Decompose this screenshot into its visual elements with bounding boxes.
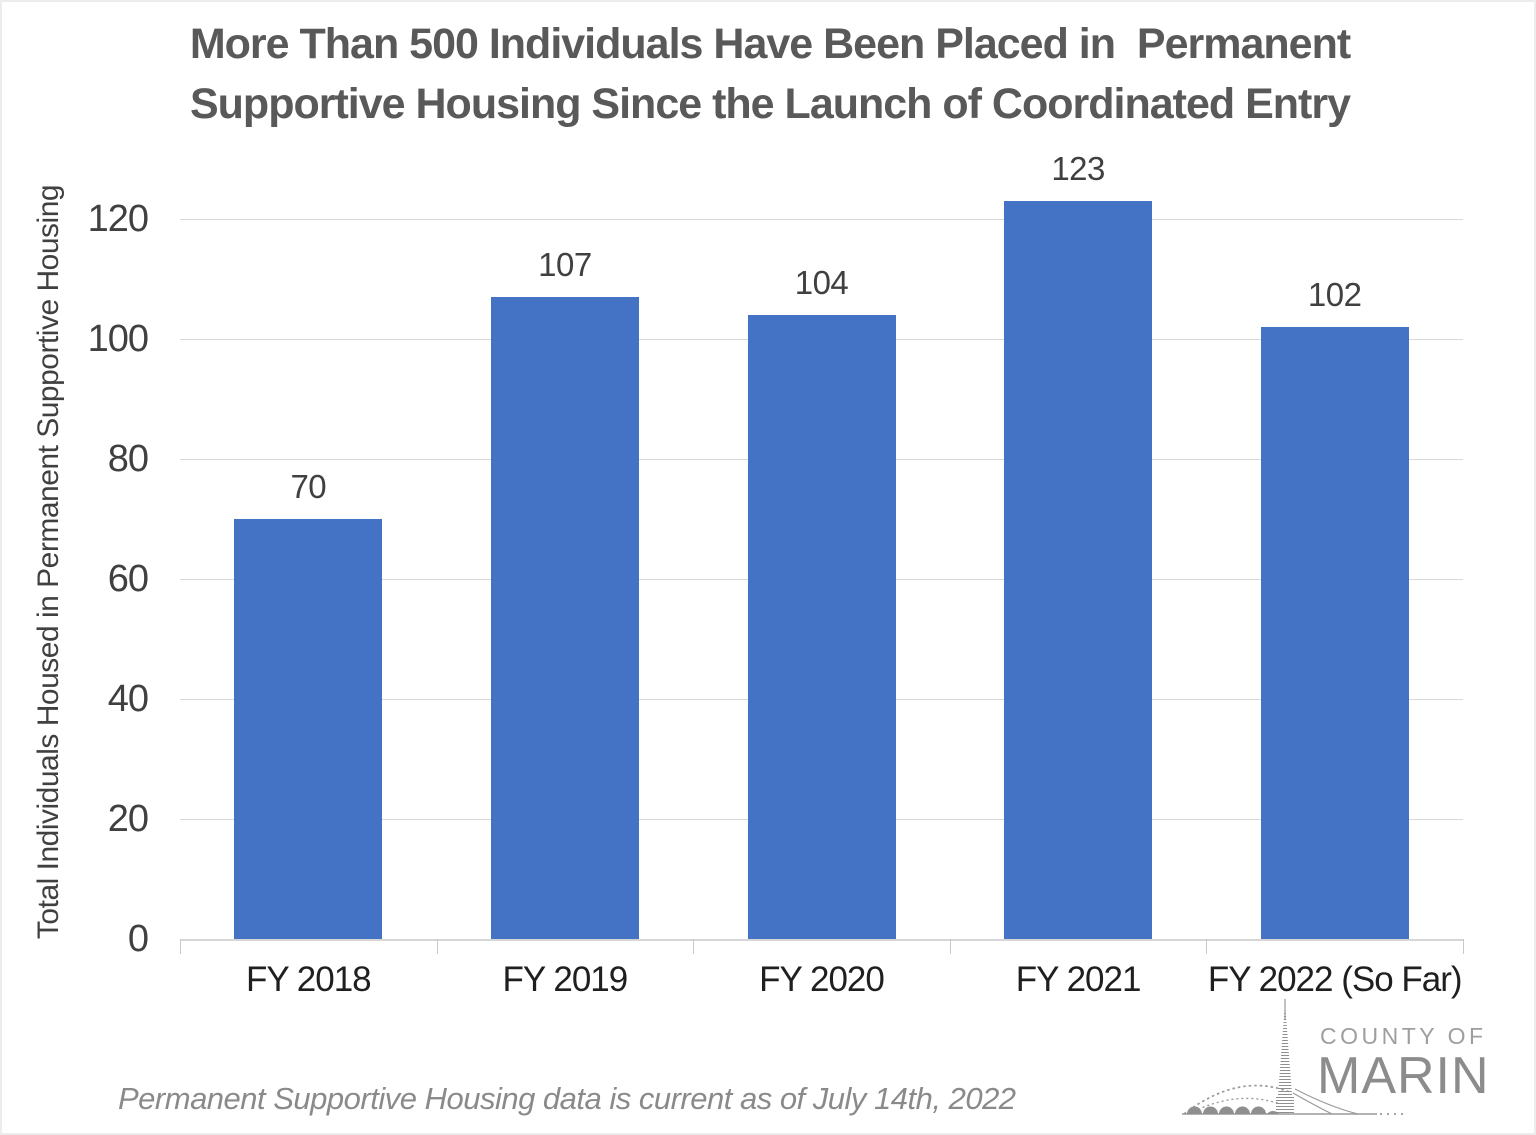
x-axis-tick [180, 939, 181, 954]
bar-value-label: 70 [290, 468, 327, 505]
bar-FY 2019 [490, 297, 639, 939]
chart-title: More Than 500 Individuals Have Been Plac… [40, 14, 1500, 134]
y-tick-label: 120 [87, 198, 149, 240]
chart-title-line1: More Than 500 Individuals Have Been Plac… [189, 20, 1351, 68]
logo-county-of-text: COUNTY OF [1320, 1023, 1487, 1049]
bar-value-label: 123 [1051, 150, 1105, 187]
x-axis-line [180, 939, 1463, 941]
x-category-label: FY 2018 [245, 960, 372, 999]
x-axis-tick [949, 939, 951, 954]
chart-title-line2: Supportive Housing Since the Launch of C… [189, 80, 1351, 128]
x-category-label: FY 2019 [502, 960, 629, 999]
bar-value-label: 102 [1307, 276, 1362, 313]
y-tick-label: 0 [127, 918, 149, 960]
x-axis-tick [436, 939, 438, 954]
bar-value-label: 104 [794, 264, 849, 301]
x-category-label: FY 2020 [759, 960, 885, 999]
x-axis-tick [1463, 939, 1464, 954]
footer-note: Permanent Supportive Housing data is cur… [118, 1081, 1016, 1116]
bar-FY 2022 (So Far) [1260, 327, 1409, 939]
y-tick-label: 100 [87, 318, 149, 360]
bar-FY 2021 [1004, 201, 1153, 939]
bar-FY 2018 [234, 519, 383, 939]
bar-value-label: 107 [538, 246, 592, 283]
county-of-marin-logo: COUNTY OF MARIN [1162, 997, 1522, 1132]
y-tick-label: 40 [107, 678, 149, 720]
y-tick-label: 20 [107, 798, 149, 840]
x-category-label: FY 2022 (So Far) [1207, 960, 1463, 999]
x-category-label: FY 2021 [1015, 960, 1142, 999]
y-tick-label: 60 [107, 558, 149, 600]
gridline-120 [180, 219, 1463, 220]
marin-civic-center-illustration [1182, 999, 1404, 1115]
x-axis-tick [1206, 939, 1208, 954]
y-tick-label: 80 [107, 438, 149, 480]
x-axis-tick [693, 939, 695, 954]
logo-marin-text: MARIN [1317, 1047, 1490, 1105]
bar-FY 2020 [747, 315, 896, 939]
